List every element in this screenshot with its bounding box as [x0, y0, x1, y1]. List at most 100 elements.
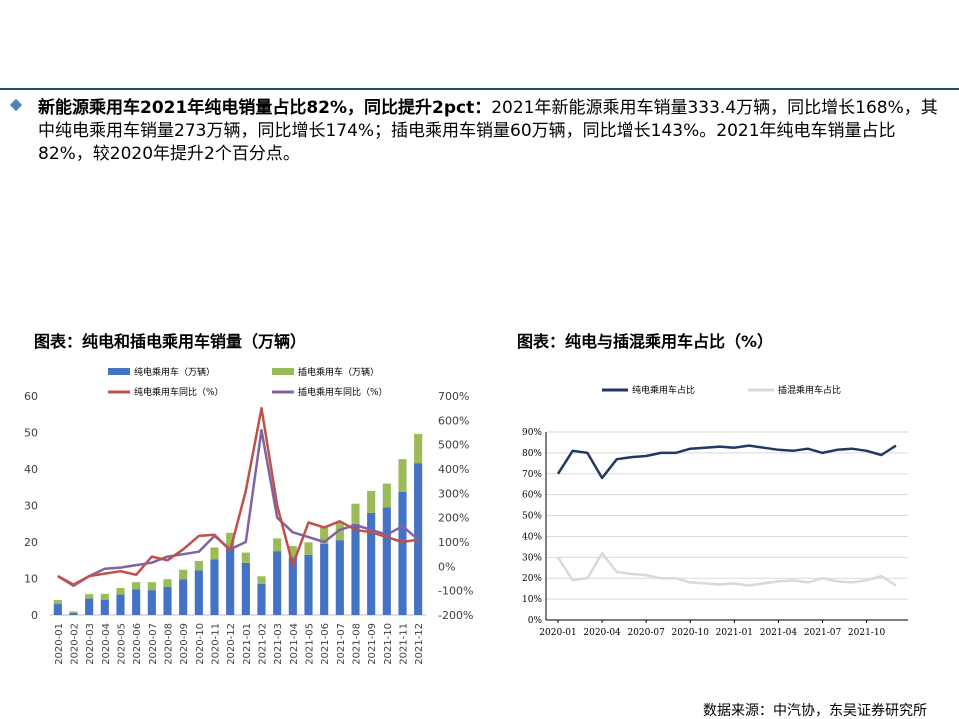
sales-combo-chart: 纯电乘用车（万辆） 插电乘用车（万辆） 纯电乘用车同比（%） 插电乘用车同比（%） 0 1…	[24, 366, 473, 665]
bev-bar-2020-04	[100, 599, 109, 615]
bev-bar-2020-05	[116, 594, 125, 615]
x-tick-label-2021-11: 2021-11	[399, 623, 410, 665]
y-tick-label: 50	[24, 427, 38, 440]
x-tick-label-2020-07: 2020-07	[148, 623, 159, 665]
data-source: 数据来源：中汽协，东吴证券研究所	[703, 703, 927, 719]
right-chart-title: 图表：纯电与插混乘用车占比（%）	[517, 332, 774, 351]
y-tick-label: 40%	[522, 532, 542, 542]
y-tick-label: 10%	[522, 595, 542, 605]
bev-bar-2021-04	[288, 557, 297, 615]
y2-tick-label: 200%	[438, 512, 469, 525]
x-tick-label-2020-04: 2020-04	[101, 623, 112, 665]
y-tick-label: 70%	[522, 470, 542, 480]
y-tick-label: 60	[24, 390, 38, 403]
y-tick-label: 20%	[522, 574, 542, 584]
x-tick-label-2021-10: 2021-10	[383, 623, 394, 665]
y2-tick-label: 100%	[438, 536, 469, 549]
x-tick-label-2020-06: 2020-06	[132, 623, 143, 665]
x-tick-label-2020-01: 2020-01	[539, 628, 576, 638]
y-tick-label: 10	[24, 573, 38, 586]
y2-tick-label: -100%	[438, 585, 473, 598]
bev-yoy-line	[57, 406, 419, 586]
bev-bar-2020-11	[210, 559, 219, 615]
bev-bar-2020-02	[69, 612, 78, 615]
bev-bar-2021-03	[273, 551, 282, 615]
legend-label-phev-share: 插混乘用车占比	[778, 384, 841, 396]
phev-bar-2021-05	[304, 542, 313, 555]
phev-share-line	[556, 551, 897, 587]
diamond-bullet-icon	[9, 98, 23, 112]
y2-tick-label: 700%	[438, 390, 469, 403]
x-tick-label-2021-04: 2021-04	[289, 623, 300, 665]
phev-bar-2020-01	[53, 600, 62, 605]
x-tick-label-2020-10: 2020-10	[672, 628, 710, 638]
bev-bar-2021-02	[257, 583, 266, 615]
phev-bar-2021-06	[320, 527, 329, 544]
x-tick-label-2021-07: 2021-07	[804, 628, 842, 638]
x-tick-label-2021-02: 2021-02	[258, 623, 269, 665]
phev-bar-2020-04	[100, 593, 109, 600]
x-tick-label-2021-01: 2021-01	[716, 628, 753, 638]
y-tick-label: 0	[31, 609, 38, 622]
x-tick-label-2020-01: 2020-01	[54, 623, 65, 665]
left-chart-title: 图表：纯电和插电乘用车销量（万辆）	[34, 332, 307, 351]
bev-bar-2021-05	[304, 554, 313, 615]
bev-bar-2020-06	[132, 589, 141, 615]
x-tick-label-2021-09: 2021-09	[367, 623, 378, 665]
bev-bar-2021-11	[398, 491, 407, 615]
bev-bar-2020-08	[163, 586, 172, 615]
x-tick-label-2021-10: 2021-10	[848, 628, 886, 638]
y2-tick-label: 300%	[438, 487, 469, 500]
phev-bar-2020-10	[194, 560, 203, 571]
bev-bar-2021-06	[320, 543, 329, 615]
x-tick-label-2020-04: 2020-04	[583, 628, 621, 638]
x-tick-label-2020-03: 2020-03	[85, 623, 96, 665]
x-tick-label-2020-08: 2020-08	[164, 623, 175, 665]
share-line-chart: 纯电乘用车占比 插混乘用车占比 0% 10% 20% 30% 40% 50% 60% 70% 80%…	[522, 384, 908, 638]
x-tick-label-2020-05: 2020-05	[117, 623, 128, 665]
phev-bar-2020-11	[210, 547, 219, 560]
bev-bar-2021-01	[241, 562, 250, 615]
y-tick-label: 50%	[522, 512, 542, 522]
x-tick-label-2020-11: 2020-11	[211, 623, 222, 665]
legend-label-bev-share: 纯电乘用车占比	[632, 384, 695, 396]
bev-bar-2021-07	[335, 540, 344, 615]
phev-bar-2021-09	[367, 490, 376, 513]
y-tick-label: 90%	[522, 428, 542, 438]
x-tick-label-2021-01: 2021-01	[242, 623, 253, 665]
phev-bar-2021-02	[257, 576, 266, 584]
phev-bar-2020-09	[179, 569, 188, 580]
legend-label-3: 插电乘用车同比（%）	[298, 386, 388, 398]
x-tick-label-2020-02: 2020-02	[70, 623, 81, 665]
phev-bar-2020-07	[147, 582, 156, 591]
y2-tick-label: -200%	[438, 609, 473, 622]
legend-label-1: 插电乘用车（万辆）	[298, 366, 379, 378]
y2-tick-label: 400%	[438, 463, 469, 476]
phev-bar-2021-12	[414, 433, 423, 464]
phev-bar-2020-05	[116, 587, 125, 595]
x-tick-label-2021-06: 2021-06	[320, 623, 331, 665]
x-tick-label-2020-09: 2020-09	[179, 623, 190, 665]
bev-bar-2020-12	[226, 547, 235, 615]
y-tick-label: 40	[24, 463, 38, 476]
bev-bar-2021-10	[382, 507, 391, 615]
y-tick-label: 0%	[528, 616, 543, 626]
x-tick-label-2021-07: 2021-07	[336, 623, 347, 665]
phev-bar-2021-10	[382, 483, 391, 508]
legend-label-2: 纯电乘用车同比（%）	[134, 386, 224, 398]
x-tick-label-2021-08: 2021-08	[352, 623, 363, 665]
phev-bar-2020-02	[69, 611, 78, 613]
legend-label-0: 纯电乘用车（万辆）	[134, 366, 215, 378]
phev-bar-2021-03	[273, 538, 282, 552]
phev-bar-2020-06	[132, 582, 141, 590]
phev-bar-2020-08	[163, 579, 172, 587]
summary-body: 2021年新能源乘用车销量333.4万辆，同比增长168%，其中纯电乘用车销量2…	[38, 98, 938, 164]
x-tick-label-2021-05: 2021-05	[305, 623, 316, 665]
phev-bar-2020-12	[226, 532, 235, 548]
bev-share-line	[556, 444, 897, 480]
y-tick-label: 20	[24, 536, 38, 549]
summary-paragraph: 新能源乘用车2021年纯电销量占比82%，同比提升2pct：2021年新能源乘用…	[38, 97, 943, 166]
phev-yoy-line	[57, 428, 420, 588]
x-tick-label-2020-10: 2020-10	[195, 623, 206, 665]
legend-swatch-1	[272, 368, 294, 375]
